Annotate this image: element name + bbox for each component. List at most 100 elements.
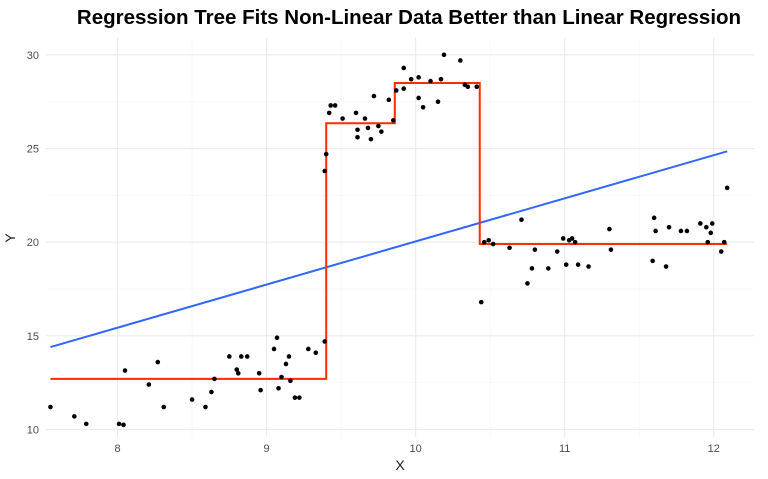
x-axis-ticks: 8 9 10 11 12 — [114, 443, 719, 455]
y-tick-label: 10 — [27, 425, 39, 437]
data-point — [532, 247, 538, 252]
data-point — [322, 168, 328, 174]
x-axis-title: X — [395, 457, 405, 473]
data-point — [490, 241, 496, 247]
data-point — [297, 395, 302, 400]
data-point — [569, 236, 575, 241]
data-point — [234, 367, 240, 372]
data-point — [666, 224, 672, 230]
data-point — [212, 376, 217, 382]
regression-tree-line — [50, 81, 728, 380]
data-point — [292, 395, 298, 400]
data-point — [274, 335, 280, 341]
data-point — [72, 414, 77, 419]
x-tick-label: 10 — [410, 443, 422, 455]
data-point — [653, 228, 658, 234]
data-point — [428, 78, 433, 84]
data-point — [563, 262, 569, 267]
data-point — [441, 52, 447, 58]
data-point — [365, 125, 371, 131]
data-point — [203, 404, 208, 410]
data-point — [458, 58, 463, 63]
data-point — [161, 404, 167, 410]
data-point — [328, 103, 333, 108]
data-point — [607, 226, 612, 232]
data-point — [435, 99, 441, 104]
data-point — [651, 215, 657, 221]
x-tick-label: 11 — [559, 443, 570, 455]
data-point — [416, 95, 421, 101]
data-point — [122, 368, 128, 373]
data-point — [474, 84, 480, 90]
data-point — [486, 238, 491, 243]
data-point — [401, 86, 407, 91]
data-point — [306, 346, 311, 352]
data-point — [465, 84, 471, 90]
data-point — [368, 136, 374, 142]
y-axis-ticks: 10 15 20 25 30 — [27, 50, 39, 437]
data-point — [189, 397, 195, 402]
linear-regression-line — [50, 150, 728, 349]
data-point — [244, 354, 250, 359]
x-tick-label: 9 — [264, 443, 270, 455]
data-point — [390, 118, 396, 123]
data-point — [355, 127, 360, 133]
grid — [46, 38, 754, 437]
data-point — [238, 354, 244, 359]
data-point — [353, 110, 359, 116]
data-point — [371, 93, 377, 99]
data-point — [546, 266, 551, 271]
data-point — [481, 239, 487, 245]
data-point — [235, 371, 241, 376]
data-point — [386, 97, 392, 103]
data-point — [721, 239, 727, 245]
data-point — [279, 374, 284, 380]
data-point — [288, 378, 293, 384]
data-point — [283, 361, 289, 367]
y-tick-label: 20 — [27, 237, 39, 249]
data-point — [116, 421, 122, 427]
data-point — [322, 339, 328, 344]
data-point — [401, 65, 407, 71]
data-point — [83, 421, 89, 427]
data-point — [663, 264, 669, 269]
data-point — [48, 404, 53, 410]
data-point — [519, 217, 524, 223]
data-point — [705, 239, 711, 245]
data-point — [408, 76, 414, 82]
data-point — [478, 299, 484, 305]
y-tick-label: 30 — [27, 50, 39, 62]
y-axis-title: Y — [2, 233, 18, 243]
data-point — [586, 264, 591, 269]
data-point — [332, 103, 338, 108]
data-point — [121, 422, 126, 428]
data-point — [560, 236, 566, 241]
data-point — [393, 88, 399, 93]
data-point — [276, 385, 281, 391]
fit-lines — [50, 81, 728, 380]
data-points — [48, 52, 730, 428]
chart-title: Regression Tree Fits Non-Linear Data Bet… — [77, 6, 741, 29]
data-point — [155, 359, 161, 365]
data-point — [529, 266, 535, 271]
data-point — [227, 354, 232, 359]
data-point — [340, 116, 345, 121]
data-point — [256, 371, 262, 376]
data-point — [355, 134, 360, 140]
x-tick-label: 8 — [114, 443, 120, 455]
x-tick-label: 12 — [708, 443, 720, 455]
data-point — [416, 75, 421, 80]
data-point — [313, 350, 319, 356]
data-point — [420, 105, 426, 110]
data-point — [326, 110, 332, 116]
data-point — [718, 249, 724, 254]
data-point — [525, 281, 530, 286]
data-point — [146, 382, 152, 387]
data-point — [271, 346, 277, 352]
data-point — [608, 247, 614, 252]
y-tick-label: 15 — [27, 331, 39, 343]
data-point — [572, 239, 578, 245]
data-point — [709, 221, 715, 226]
data-point — [724, 185, 730, 191]
